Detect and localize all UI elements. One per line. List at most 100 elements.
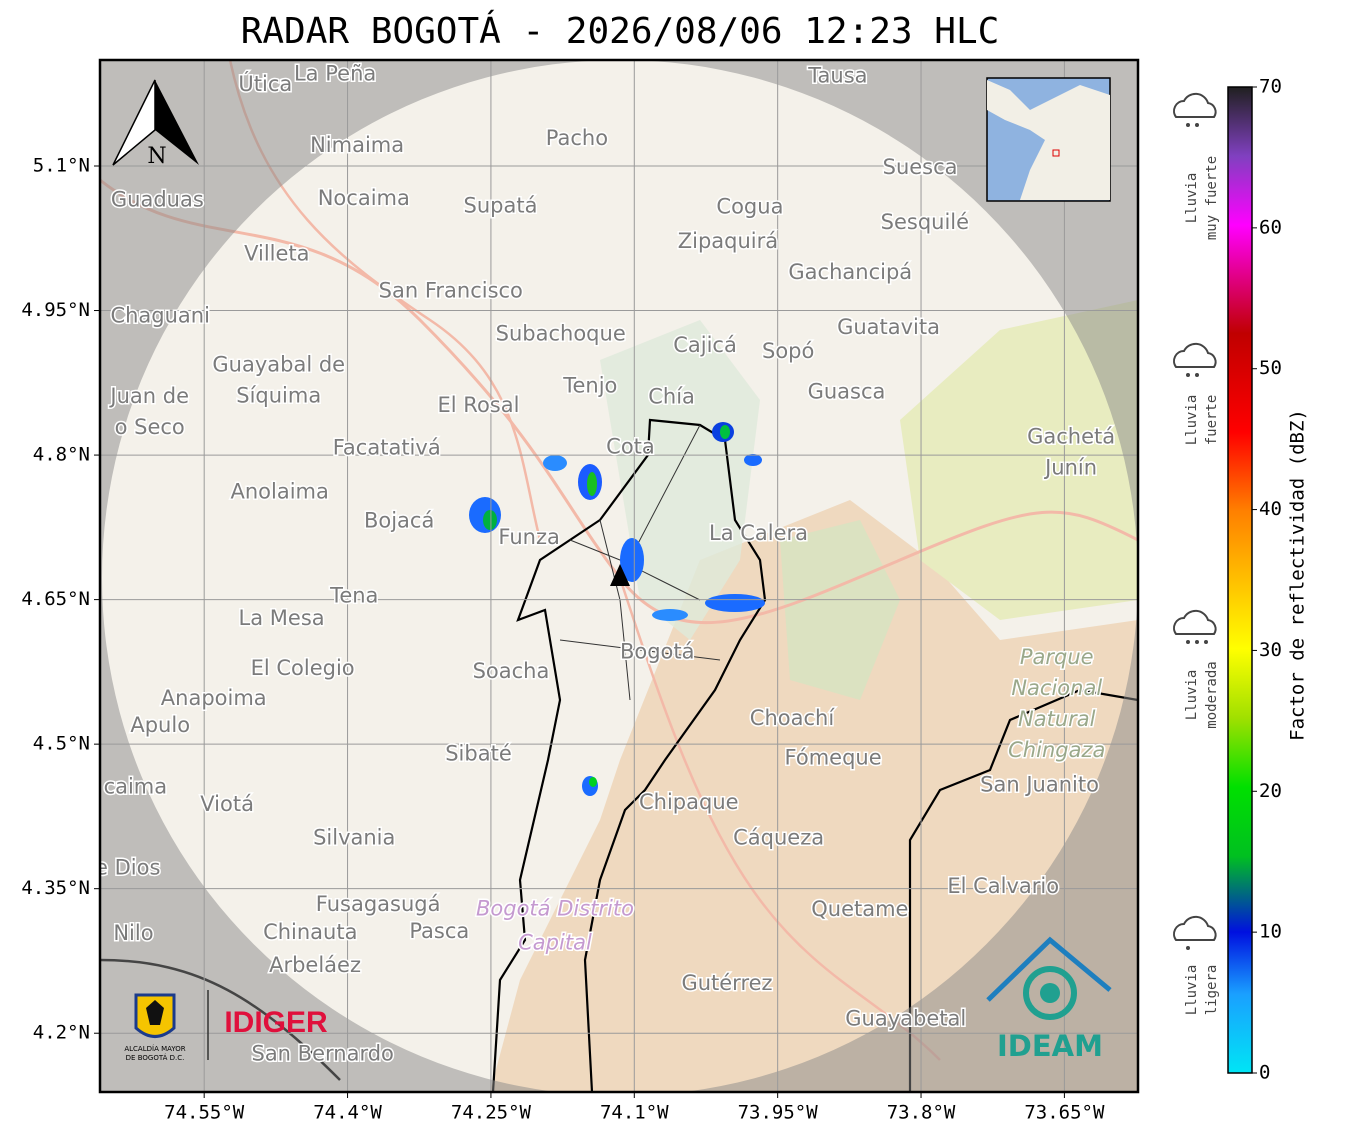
place: Nimaima (309, 131, 406, 158)
place-label: e Dios (95, 855, 160, 879)
place-label: Chingaza (1008, 738, 1105, 762)
place-label: Fómeque (785, 746, 882, 770)
place-label: San Juanito (980, 773, 1099, 797)
place-label: Cota (606, 434, 655, 458)
place-label: Suesca (883, 155, 958, 179)
rain-legend-label: fuerte (1204, 395, 1220, 446)
place: La Mesa (237, 604, 326, 631)
place-label: Subachoque (496, 322, 626, 346)
place-label: El Colegio (251, 656, 355, 680)
place-label: Chía (648, 384, 695, 408)
place-label: Gutérrez (681, 971, 772, 995)
colorbar-tick-label: 70 (1259, 76, 1282, 98)
place: Tena (328, 582, 380, 609)
y-tick-label: 5.1°N (33, 154, 90, 176)
rain-drop (1186, 640, 1190, 644)
place: Supatá (462, 192, 539, 219)
place-label: Parque (1020, 645, 1094, 669)
place: Anolaima (229, 478, 330, 505)
relief-area (900, 300, 1138, 620)
rain-drop (1186, 946, 1190, 950)
place: Cáqueza (732, 824, 826, 851)
rain-legend-label: Lluvia (1184, 965, 1200, 1016)
echo (705, 594, 765, 612)
place-label: Arbeláez (269, 953, 361, 977)
logo-ideam: IDEAM (986, 936, 1112, 1063)
place: Bogotá (618, 638, 696, 665)
place-label: Chaguani (110, 303, 210, 327)
place: Guayabal de Síquima (211, 351, 347, 409)
place: Bogotá Distrito Capital (474, 895, 635, 956)
place: Viotá (199, 790, 256, 817)
colorbar-tick-label: 60 (1259, 216, 1282, 238)
place-label: Guayabetal (845, 1007, 966, 1031)
place: Fusagasugá (314, 891, 442, 918)
place-label: Cáqueza (733, 826, 824, 850)
place-label: La Mesa (239, 606, 325, 630)
place: Facatativá (331, 434, 442, 461)
rain-legend-label: ligera (1204, 965, 1220, 1016)
y-tick-label: 4.35°N (21, 877, 90, 899)
place-label: Quetame (811, 897, 908, 921)
y-tick-label: 4.95°N (21, 299, 90, 321)
place: Bojacá (362, 507, 435, 534)
place: Parque Nacional Natural Chingaza (1007, 644, 1107, 764)
place-label: Nilo (113, 921, 153, 945)
x-tick-label: 74.55°W (164, 1102, 245, 1124)
place: Nilo (112, 919, 155, 946)
place: Anapoima (159, 684, 268, 711)
place-label: Guatavita (837, 315, 940, 339)
place: Suesca (881, 153, 959, 180)
place: Cajicá (672, 332, 739, 359)
cloud-icon (1173, 915, 1217, 941)
place: Quetame (810, 895, 910, 922)
ideam-logo: IDEAM (997, 1029, 1103, 1063)
y-tick-label: 4.65°N (21, 588, 90, 610)
rain-legend-label: moderada (1204, 661, 1220, 728)
place: caima (102, 773, 169, 800)
place-label: Nacional (1011, 676, 1102, 700)
place-label: Sibaté (445, 742, 512, 766)
colorbar-tick-label: 0 (1259, 1062, 1270, 1084)
place-label: Chinauta (263, 920, 357, 944)
place: San Bernardo (250, 1040, 395, 1067)
place: Cota (605, 433, 657, 460)
road (100, 178, 1138, 625)
place-label: Supatá (464, 193, 538, 217)
colorbar-label: Factor de reflectividad (dBZ) (1287, 409, 1309, 741)
rain-legend-item: Lluvia fuerte (1173, 342, 1220, 446)
colorbar-tick-label: 30 (1259, 639, 1282, 661)
place-label: Nimaima (310, 133, 404, 157)
place: Gachetá Junín (1026, 423, 1117, 481)
colorbar-tick-label: 10 (1259, 921, 1282, 943)
rain-legend-label: muy fuerte (1204, 156, 1220, 240)
x-tick-label: 73.8°W (887, 1102, 956, 1124)
place-label: El Calvario (947, 874, 1059, 898)
y-tick-label: 4.2°N (33, 1022, 90, 1044)
place: San Juanito (979, 771, 1101, 798)
place-label: Soacha (473, 659, 550, 683)
place-label: Sesquilé (881, 210, 969, 234)
place: Guaduas (109, 186, 205, 213)
rain-legend-item: Lluvia muy fuerte (1173, 92, 1220, 240)
ideam-roof (986, 936, 1112, 1002)
map-frame (98, 58, 1140, 1094)
place-label: Guaduas (111, 188, 204, 212)
inset-location (1052, 149, 1060, 157)
x-tick-label: 74.25°W (451, 1102, 532, 1124)
place-label: Chipaque (639, 790, 739, 814)
north-arrow: N (112, 79, 199, 169)
place-label: Junín (1043, 456, 1097, 480)
x-tick-label: 73.95°W (738, 1102, 819, 1124)
cloud-icon (1173, 342, 1217, 368)
place: Zipaquirá (676, 228, 779, 255)
rain-legend-item: Lluvia moderada (1173, 609, 1220, 729)
rain-drop (1195, 123, 1199, 127)
colorbar-tick-label: 40 (1259, 498, 1282, 520)
place: Sesquilé (879, 208, 970, 235)
place-label: Tenjo (562, 374, 617, 398)
place-label: o Seco (115, 415, 185, 439)
place: Sibaté (444, 740, 514, 767)
